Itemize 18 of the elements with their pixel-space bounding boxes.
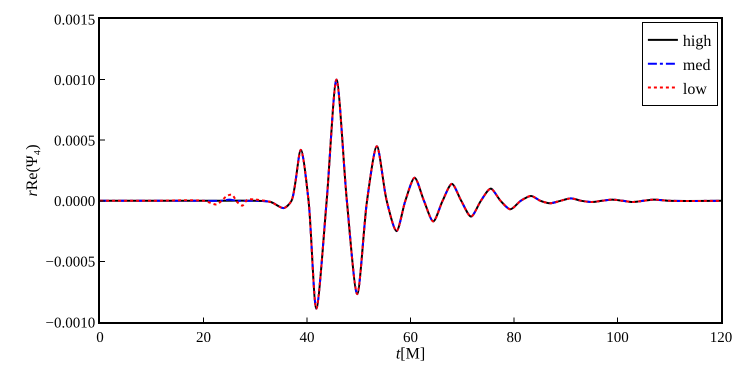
- y-tick-label: 0.0010: [54, 72, 96, 89]
- y-tick-label: −0.0010: [46, 315, 96, 332]
- legend-label: low: [682, 80, 708, 98]
- x-tick-label: 20: [196, 330, 211, 346]
- x-tick-label: 40: [300, 330, 314, 346]
- legend-label: med: [682, 56, 710, 74]
- y-tick-label: −0.0005: [46, 254, 96, 271]
- x-axis-title: t[M]: [396, 346, 426, 363]
- y-axis-title: rRe(Ψ₄): [24, 144, 41, 197]
- x-tick-label: 0: [96, 330, 104, 346]
- x-tick-label: 120: [710, 330, 732, 346]
- legend-label: high: [682, 33, 712, 50]
- y-tick-label: 0.0005: [54, 133, 96, 150]
- x-tick-label: 80: [506, 330, 522, 346]
- x-tick-label: 60: [403, 330, 418, 346]
- x-tick-label: 100: [606, 330, 629, 346]
- y-tick-label: 0.0015: [54, 12, 96, 28]
- y-tick-label: 0.0000: [54, 194, 96, 210]
